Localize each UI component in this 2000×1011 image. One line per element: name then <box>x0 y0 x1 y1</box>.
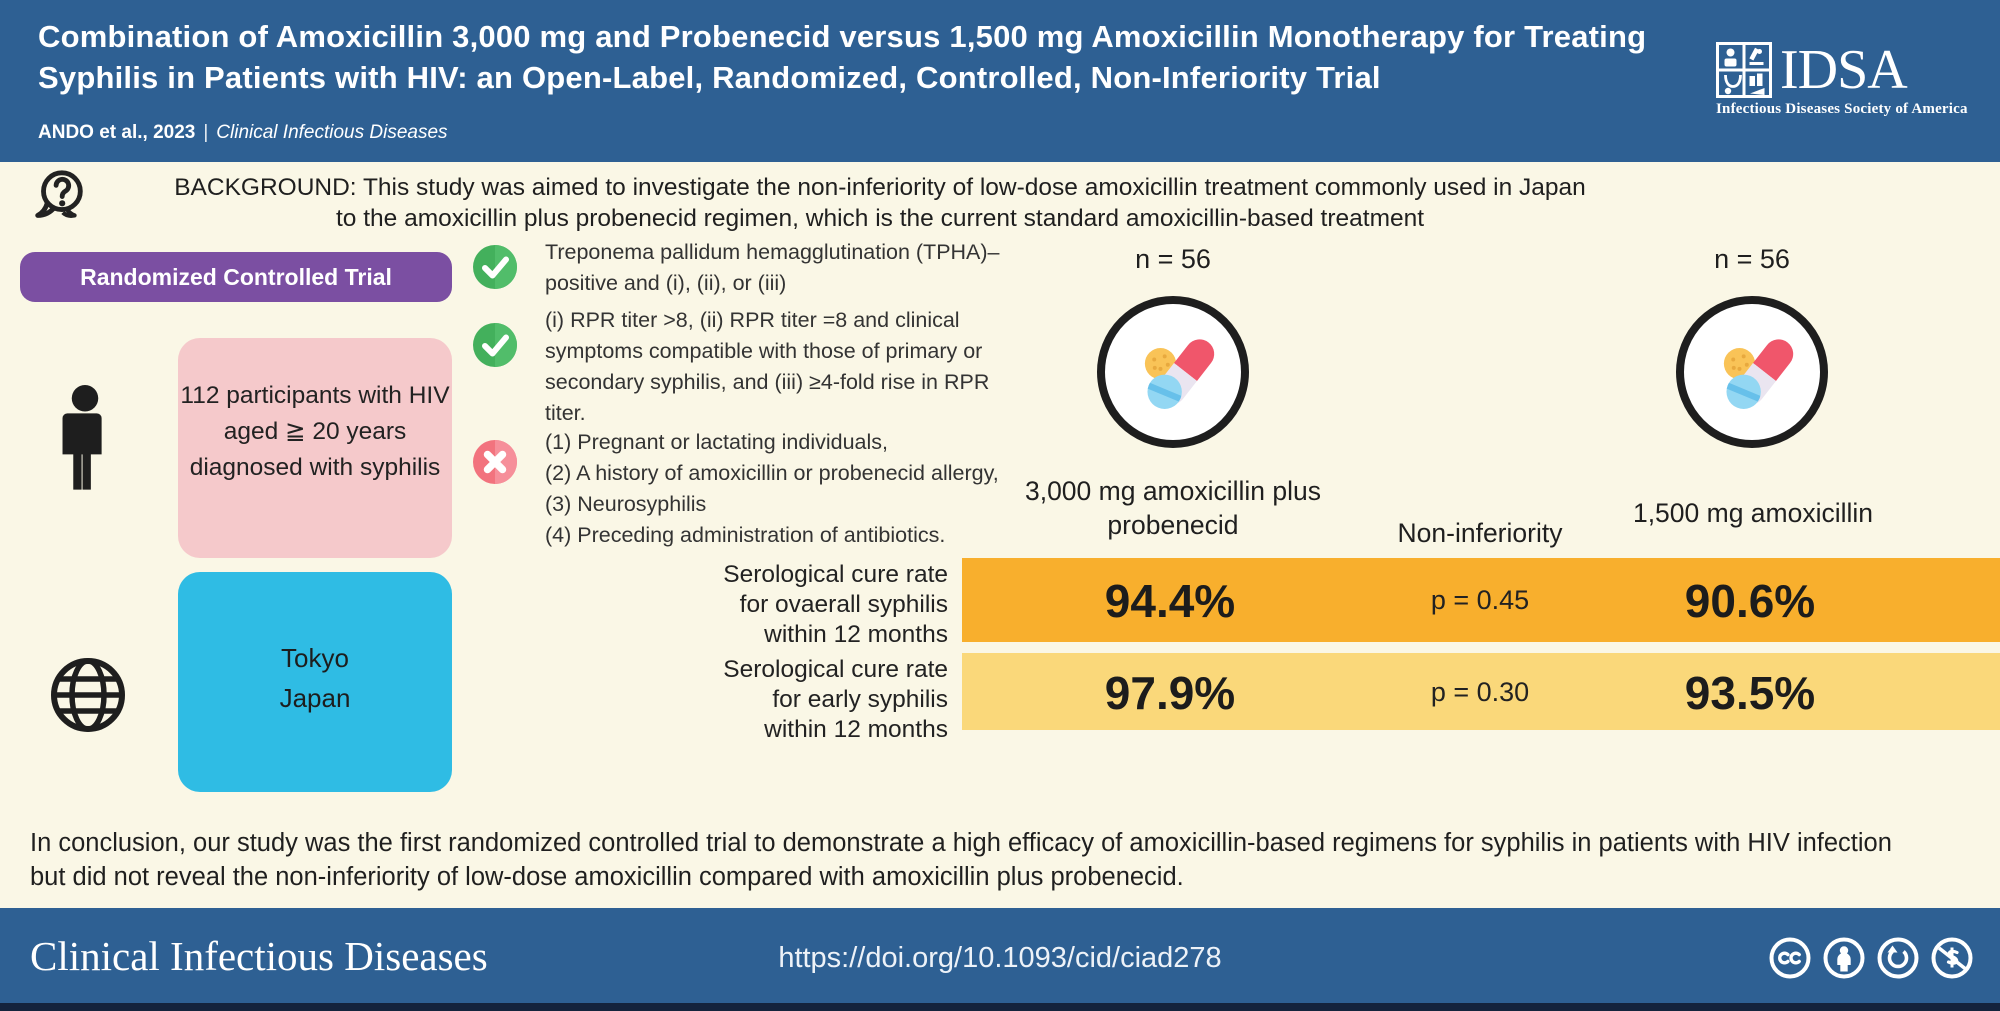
comparison-label: Non-inferiority <box>1397 518 1563 548</box>
header-band: Combination of Amoxicillin 3,000 mg and … <box>0 0 2000 162</box>
conclusion-line1: In conclusion, our study was the first r… <box>30 829 1892 857</box>
location-line2: Japan <box>279 683 351 713</box>
row2-label-line2: for early syphilis <box>772 686 948 713</box>
inclusion-2-line3: secondary syphilis, and (iii) ≥4-fold ri… <box>545 370 990 394</box>
result-bar-overall <box>962 558 2000 642</box>
check-icon <box>473 323 517 367</box>
arm1-label-line2: probenecid <box>1107 510 1239 540</box>
footer-journal-name: Clinical Infectious Diseases <box>30 933 488 979</box>
row1-label-line1: Serological cure rate <box>723 561 948 588</box>
inclusion-criterion-2: (i) RPR titer >8, (ii) RPR titer =8 and … <box>545 305 1025 429</box>
idsa-grid-icon <box>1716 42 1772 98</box>
row2-arm2-value: 93.5% <box>1684 667 1816 719</box>
population-line2: aged ≧ 20 years <box>223 418 407 445</box>
row1-label-line3: within 12 months <box>764 621 948 648</box>
cross-icon <box>473 440 517 484</box>
row2-label-line3: within 12 months <box>764 716 948 743</box>
inclusion-2-line4: titer. <box>545 401 586 425</box>
globe-icon <box>51 658 125 732</box>
population-line3: diagnosed with syphilis <box>189 454 441 481</box>
person-icon <box>62 385 102 490</box>
arm2-drug-circle <box>1676 296 1828 448</box>
inclusion-1-line1: Treponema pallidum hemagglutination (TPH… <box>545 240 1000 264</box>
arm1-treatment-label: 3,000 mg amoxicillin plus probenecid <box>1000 474 1346 542</box>
license-icons <box>1768 936 1974 980</box>
idsa-logo: IDSA Infectious Diseases Society of Amer… <box>1716 42 1976 118</box>
arm1-drug-circle <box>1097 296 1249 448</box>
result-bar-early <box>962 653 2000 730</box>
result-row2-label: Serological cure rate for early syphilis… <box>648 655 948 745</box>
study-design-badge: Randomized Controlled Trial <box>20 252 452 302</box>
page-title: Combination of Amoxicillin 3,000 mg and … <box>38 16 1668 98</box>
byline-separator: | <box>203 122 209 143</box>
doi-link[interactable]: https://doi.org/10.1093/cid/ciad278 <box>778 942 1222 974</box>
row1-p-value: p = 0.45 <box>1430 585 1530 615</box>
arm2-treatment-label: 1,500 mg amoxicillin <box>1632 498 1874 528</box>
arm2-n-label: n = 56 <box>1714 244 1790 274</box>
exclusion-line2: (2) A history of amoxicillin or probenec… <box>545 461 999 485</box>
background-summary: BACKGROUND: This study was aimed to inve… <box>90 172 1670 234</box>
idsa-acronym: IDSA <box>1780 39 1908 101</box>
footer-band <box>0 908 2000 1011</box>
background-line2: to the amoxicillin plus probenecid regim… <box>335 205 1425 232</box>
population-box: 112 participants with HIV aged ≧ 20 year… <box>178 338 452 558</box>
pills-icon <box>1144 339 1215 409</box>
byline-authors: ANDO et al., 2023 <box>38 122 196 143</box>
check-icon <box>473 245 517 289</box>
arm1-n-label: n = 56 <box>1135 244 1211 274</box>
inclusion-2-line1: (i) RPR titer >8, (ii) RPR titer =8 and … <box>545 308 960 332</box>
inclusion-2-line2: symptoms compatible with those of primar… <box>545 339 983 363</box>
row1-label-line2: for ovaerall syphilis <box>739 591 948 618</box>
row2-arm1-value: 97.9% <box>1104 667 1236 719</box>
location-box: Tokyo Japan <box>178 572 452 792</box>
page-title-line2: Syphilis in Patients with HIV: an Open-L… <box>38 60 1381 95</box>
exclusion-line1: (1) Pregnant or lactating individuals, <box>545 430 888 454</box>
page-title-line1: Combination of Amoxicillin 3,000 mg and … <box>38 19 1647 54</box>
row2-p-value: p = 0.30 <box>1430 677 1530 707</box>
background-line1: BACKGROUND: This study was aimed to inve… <box>174 174 1586 201</box>
exclusion-line3: (3) Neurosyphilis <box>545 492 707 516</box>
inclusion-1-line2: positive and (i), (ii), or (iii) <box>545 271 787 295</box>
cc-sa-icon <box>1877 937 1919 979</box>
footer-bottom-strip <box>0 1003 2000 1011</box>
exclusion-criteria: (1) Pregnant or lactating individuals, (… <box>545 427 1025 551</box>
pills-icon <box>1723 339 1794 409</box>
cc-icon <box>1769 937 1811 979</box>
row1-arm2-value: 90.6% <box>1684 575 1816 627</box>
result-row1-label: Serological cure rate for ovaerall syphi… <box>648 560 948 650</box>
byline-journal: Clinical Infectious Diseases <box>216 122 448 143</box>
cc-by-icon <box>1823 937 1865 979</box>
arm1-label-line1: 3,000 mg amoxicillin plus <box>1024 476 1322 506</box>
question-bubble-icon <box>35 170 83 218</box>
row2-label-line1: Serological cure rate <box>723 656 948 683</box>
cc-nc-icon <box>1931 937 1973 979</box>
location-line1: Tokyo <box>281 643 349 673</box>
byline: ANDO et al., 2023 | Clinical Infectious Di… <box>38 122 448 144</box>
idsa-tagline: Infectious Diseases Society of America <box>1716 101 1968 117</box>
conclusion-line2: but did not reveal the non-inferiority o… <box>30 863 1184 891</box>
row1-arm1-value: 94.4% <box>1104 575 1236 627</box>
conclusion-text: In conclusion, our study was the first r… <box>30 826 1960 894</box>
exclusion-line4: (4) Preceding administration of antibiot… <box>545 523 946 547</box>
inclusion-criterion-1: Treponema pallidum hemagglutination (TPH… <box>545 237 1025 299</box>
population-line1: 112 participants with HIV <box>180 382 450 409</box>
